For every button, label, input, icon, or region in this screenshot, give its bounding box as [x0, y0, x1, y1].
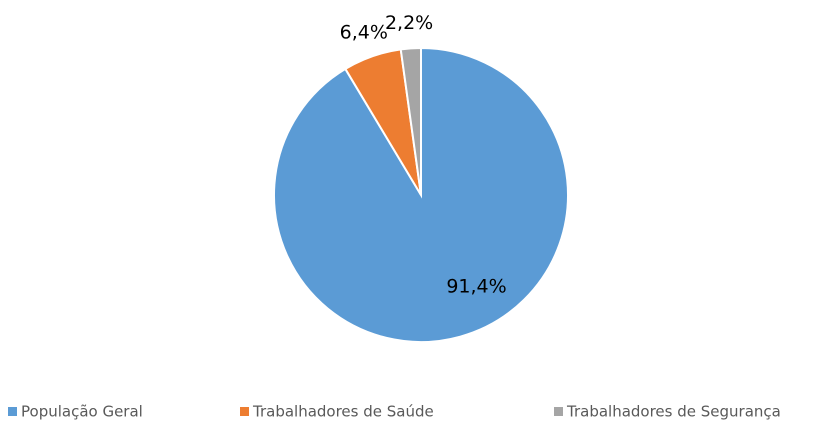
pie-slice — [399, 46, 422, 196]
legend-swatch — [554, 407, 563, 416]
legend-swatch — [240, 407, 249, 416]
data-label: 6,4% — [340, 21, 388, 43]
legend-label: População Geral — [21, 403, 143, 421]
data-label: 91,4% — [446, 276, 506, 298]
legend-label: Trabalhadores de Saúde — [252, 403, 434, 421]
legend-swatch — [8, 407, 17, 416]
legend-label: Trabalhadores de Segurança — [566, 403, 781, 421]
data-label: 2,2% — [385, 12, 433, 34]
